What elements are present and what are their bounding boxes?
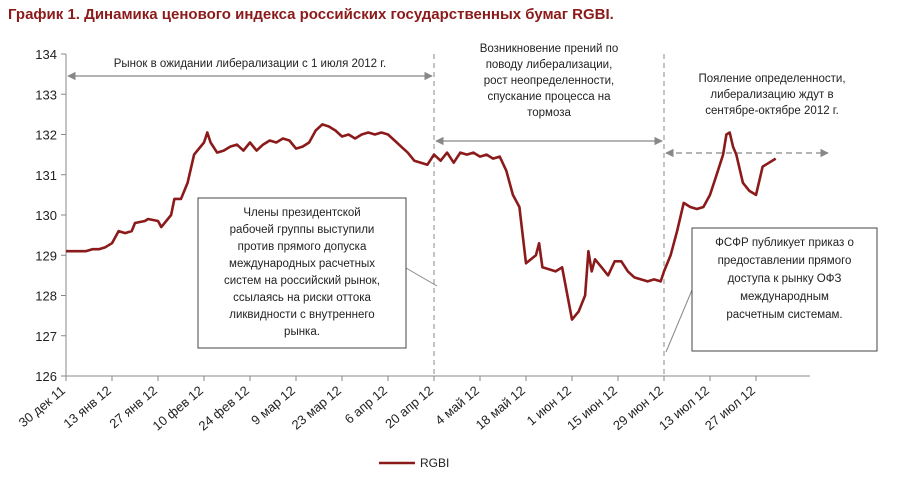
x-tick-label: 10 фев 12: [150, 383, 206, 434]
callout-text: расчетным системам.: [726, 309, 842, 321]
callout-text: ФСФР публикует приказ о: [715, 237, 854, 249]
period-label: Возникновение прений по: [480, 43, 619, 55]
chart-title: График 1. Динамика ценового индекса росс…: [8, 6, 614, 23]
legend-label: RGBI: [420, 456, 449, 470]
x-tick-label: 20 апр 12: [382, 383, 436, 432]
y-tick-label: 128: [35, 289, 57, 304]
y-tick-label: 127: [35, 329, 57, 344]
callout-text: Члены президентской: [243, 207, 360, 219]
rgbi-series-line: [66, 123, 777, 321]
x-tick-label: 13 июл 12: [656, 383, 712, 433]
x-tick-label: 18 май 12: [473, 383, 528, 433]
period-label: либерализацию ждут в: [710, 89, 833, 101]
y-axis: 126 127 128 129 130 131 132 133 134: [35, 47, 67, 384]
series-lines: [66, 123, 777, 321]
period-label: сентябре-октябре 2012 г.: [705, 105, 839, 117]
y-tick-label: 129: [35, 248, 57, 263]
callout-text: против прямого допуска: [238, 241, 367, 253]
callout-box: [691, 227, 878, 352]
y-tick-label: 131: [35, 168, 57, 183]
callout-boxes: Члены президентской рабочей группы выступ…: [197, 197, 878, 353]
y-tick-label: 130: [35, 208, 57, 223]
callout-leader: [405, 267, 438, 287]
period-label: рост неопределенности,: [484, 75, 614, 87]
callout-text: рабочей группы выступили: [230, 224, 375, 236]
callout-text: систем на российский рынок,: [224, 275, 380, 287]
period-label: Пояление определенности,: [698, 73, 845, 85]
x-tick-label: 24 фев 12: [196, 383, 252, 434]
period-label: Рынок в ожидании либерализации с 1 июля …: [114, 58, 387, 70]
callout-box: [197, 197, 407, 349]
x-tick-label: 13 янв 12: [60, 383, 114, 431]
period-annotations: Рынок в ожидании либерализации с 1 июля …: [67, 43, 846, 158]
y-tick-label: 132: [35, 128, 57, 143]
x-tick-label: 27 июл 12: [702, 383, 758, 433]
callout-text: ссылаясь на риски оттока: [233, 292, 371, 304]
y-tick-label: 126: [35, 369, 57, 384]
y-tick-label: 133: [35, 87, 57, 102]
legend: RGBI: [379, 456, 449, 470]
callout-text: доступа к рынку ОФЗ: [728, 273, 842, 285]
callout-text: международным: [740, 291, 829, 303]
x-tick-label: 30 дек 11: [16, 383, 68, 430]
x-tick-label: 15 июн 12: [564, 383, 620, 433]
x-tick-label: 29 июн 12: [610, 383, 666, 433]
callout-text: рынка.: [284, 326, 320, 338]
callout-text: международных расчетных: [229, 258, 375, 270]
x-tick-label: 23 мар 12: [289, 383, 344, 433]
period-label: тормоза: [527, 107, 571, 119]
period-label: поводу либерализации,: [486, 59, 613, 71]
period-label: спускание процесса на: [487, 91, 611, 103]
callout-text: предоставлении прямого: [718, 255, 852, 267]
callout-text: ликвидности с внутреннего: [229, 309, 374, 321]
callout-leader: [665, 289, 693, 353]
y-tick-label: 134: [35, 47, 57, 62]
